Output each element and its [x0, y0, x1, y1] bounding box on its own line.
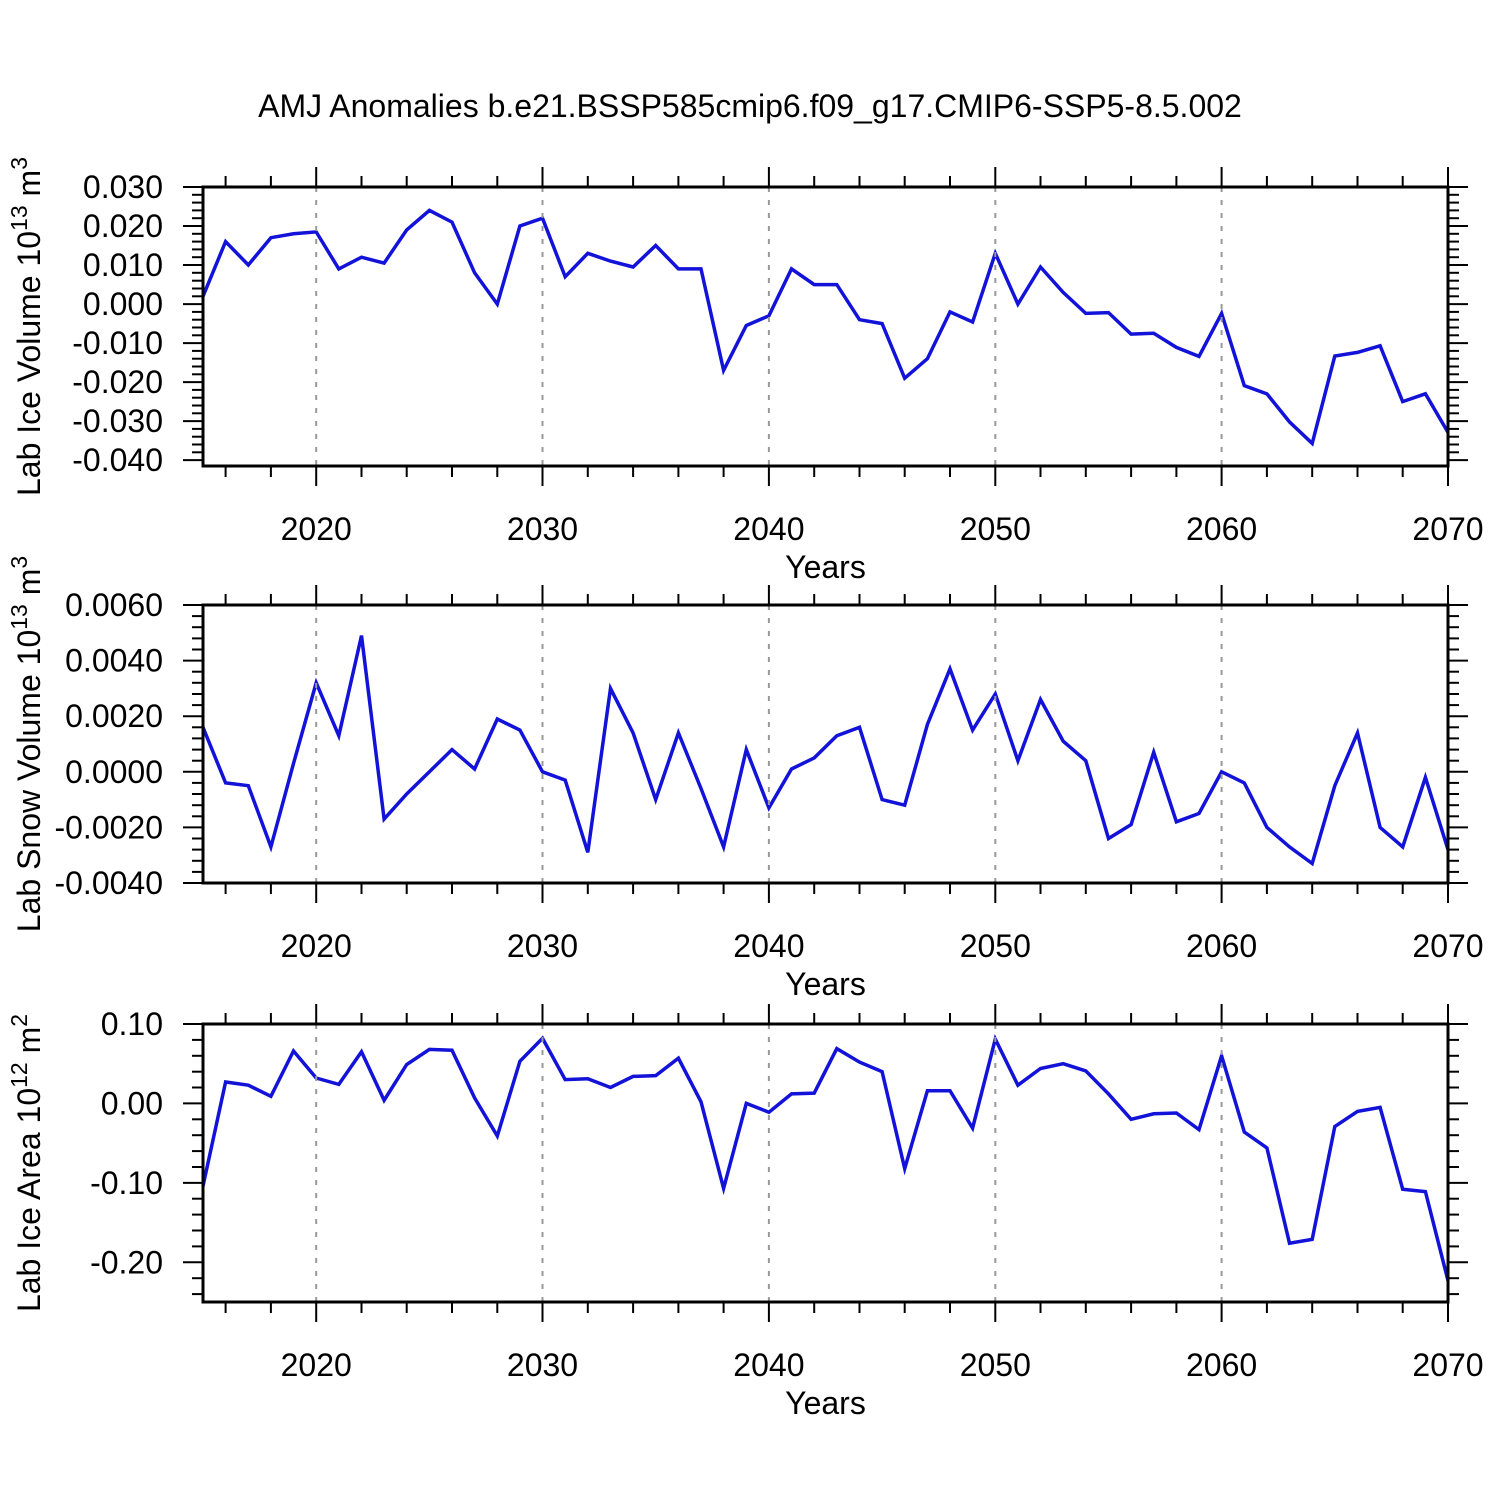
y-tick-label: 0.0060: [65, 587, 163, 623]
y-tick-label: 0.030: [83, 169, 163, 205]
y-tick-label: 0.000: [83, 286, 163, 322]
plot-border: [201, 1022, 1450, 1304]
x-tick-label: 2040: [733, 511, 804, 547]
x-axis-title: Years: [785, 966, 866, 1002]
x-tick-label: 2070: [1412, 928, 1483, 964]
x-tick-label: 2030: [507, 511, 578, 547]
x-tick-label: 2040: [733, 1347, 804, 1383]
ticks: [183, 1004, 1468, 1322]
figure-title: AMJ Anomalies b.e21.BSSP585cmip6.f09_g17…: [258, 88, 1242, 124]
x-tick-label: 2050: [960, 511, 1031, 547]
y-axis-title: Lab Ice Area 1012 m2: [6, 1014, 47, 1312]
chart-panel-lab-snow-volume: 0.0060 0.0040 0.0020 0.0000 -0.0020 -0.0040 20…: [6, 556, 1484, 1002]
y-tick-label: -0.030: [72, 403, 163, 439]
x-tick-label: 2040: [733, 928, 804, 964]
data-line-lab-snow-volume: [201, 635, 1450, 867]
x-tick-label: 2060: [1186, 928, 1257, 964]
x-axis-title: Years: [785, 1385, 866, 1421]
x-axis-title: Years: [785, 549, 866, 585]
chart-panel-lab-ice-area: 0.10 0.00 -0.10 -0.20 2020 2030 2040 2050 2060 20…: [6, 1004, 1484, 1421]
x-tick-label: 2030: [507, 1347, 578, 1383]
y-tick-label: -0.040: [72, 442, 163, 478]
data-line-lab-ice-area: [201, 1034, 1450, 1282]
y-tick-label: -0.0040: [54, 865, 163, 901]
x-tick-label: 2070: [1412, 1347, 1483, 1383]
y-tick-label: -0.020: [72, 364, 163, 400]
x-tick-label: 2050: [960, 928, 1031, 964]
y-tick-label: 0.0040: [65, 643, 163, 679]
ticks: [183, 585, 1468, 903]
y-tick-label: 0.010: [83, 247, 163, 283]
y-axis-title: Lab Ice Volume 1013 m3: [6, 157, 47, 496]
y-tick-label: -0.0020: [54, 809, 163, 845]
plot-border: [201, 185, 1450, 468]
y-tick-label: -0.20: [90, 1244, 163, 1280]
x-tick-label: 2020: [281, 1347, 352, 1383]
y-tick-label: 0.020: [83, 208, 163, 244]
chart-panel-lab-ice-volume: 0.0300.0200.0100.000-0.010-0.020-0.030-0…: [6, 157, 1484, 585]
x-tick-label: 2020: [281, 511, 352, 547]
y-tick-label: 0.0000: [65, 754, 163, 790]
x-tick-label: 2020: [281, 928, 352, 964]
y-tick-label: 0.00: [101, 1085, 163, 1121]
y-tick-label: -0.010: [72, 325, 163, 361]
data-line-lab-ice-volume: [201, 208, 1450, 447]
ticks: [183, 167, 1468, 486]
x-tick-label: 2060: [1186, 511, 1257, 547]
x-tick-label: 2060: [1186, 1347, 1257, 1383]
y-tick-label: -0.10: [90, 1165, 163, 1201]
y-axis-title: Lab Snow Volume 1013 m3: [6, 556, 47, 932]
x-tick-label: 2070: [1412, 511, 1483, 547]
x-tick-label: 2050: [960, 1347, 1031, 1383]
plot-border: [201, 603, 1450, 885]
y-tick-label: 0.10: [101, 1006, 163, 1042]
x-tick-label: 2030: [507, 928, 578, 964]
y-tick-label: 0.0020: [65, 698, 163, 734]
